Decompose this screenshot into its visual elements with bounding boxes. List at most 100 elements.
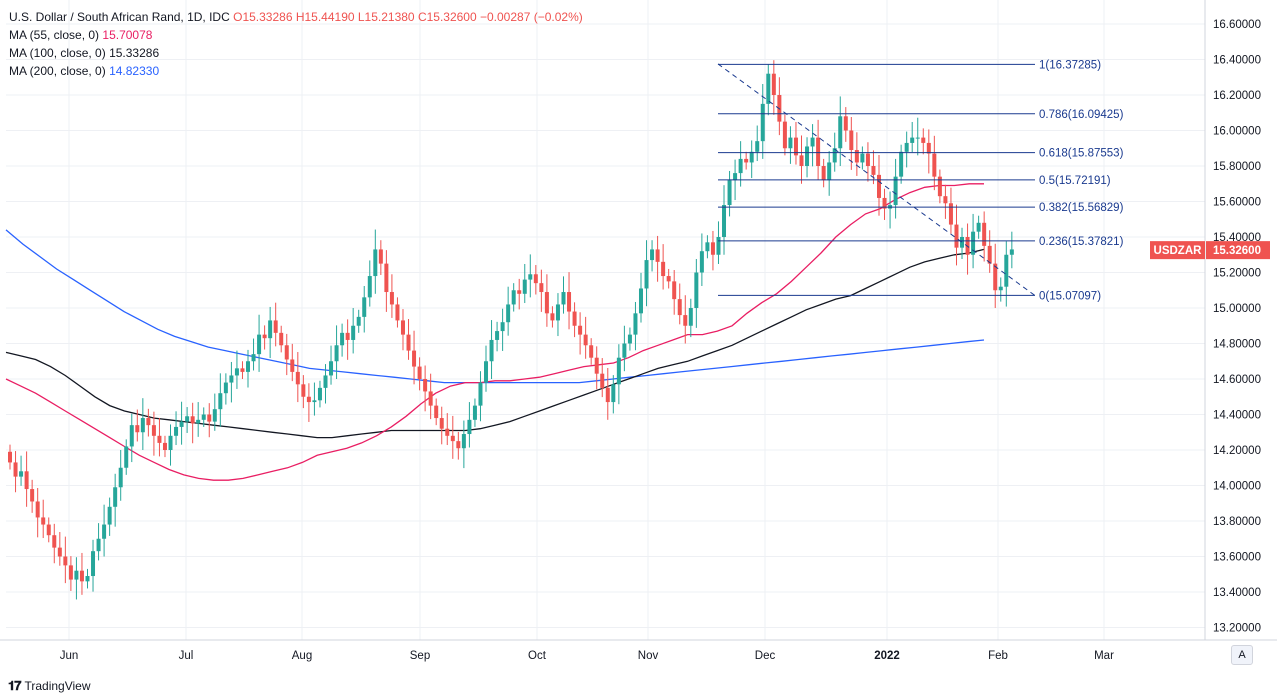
candle-body [484,361,489,383]
candle-body [600,373,605,388]
price-tag-bg [1206,241,1270,260]
candle-body [41,517,46,525]
candle-body [655,249,660,262]
ma200-row[interactable]: MA (200, close, 0) 14.82330 [9,62,583,80]
candle-body [190,416,195,424]
x-tick-label: Mar [1094,650,1114,662]
candle-body [605,387,610,403]
ma200-line [5,229,985,384]
ma55-row[interactable]: MA (55, close, 0) 15.70078 [9,26,583,44]
moving-averages [5,183,985,481]
candle-body [262,334,267,339]
candle-body [943,196,948,204]
candle-body [279,332,284,346]
candle-body [384,263,389,293]
candle-body [472,405,477,420]
price-tag-value: 15.32600 [1213,245,1261,257]
candle-body [140,418,145,433]
candle-body [650,249,655,261]
candle-body [793,137,798,156]
candle-body [638,288,643,314]
candle-body [201,414,206,420]
symbol-title: U.S. Dollar / South African Rand, 1D, ID… [9,10,230,24]
candle-body [312,400,317,403]
y-tick-label: 15.40000 [1213,232,1261,244]
candle-body [378,249,383,264]
candle-body [971,231,976,255]
candle-body [738,158,743,174]
candle-body [788,137,793,149]
candle-body [805,146,810,166]
candle-body [151,425,156,436]
y-tick-label: 14.80000 [1213,339,1261,351]
candle-body [246,361,251,372]
candle-body [627,334,632,344]
x-tick-label: Jun [60,650,79,662]
candle-body [118,467,123,488]
x-tick-label: Dec [755,650,776,662]
candle-body [517,290,522,294]
y-tick-label: 16.00000 [1213,126,1261,138]
candle-body [710,242,715,255]
candle-body [899,151,904,177]
candle-body [478,382,483,406]
candle-body [85,576,90,582]
candle-body [207,414,212,422]
candle-body [295,371,300,385]
ma200-value: 14.82330 [109,64,160,78]
candle-body [461,434,466,449]
candle-body [572,311,577,326]
y-tick-label: 16.40000 [1213,55,1261,67]
candle-body [677,299,682,316]
candle-body [284,345,289,360]
y-tick-label: 16.20000 [1213,90,1261,102]
y-tick-label: 15.60000 [1213,197,1261,209]
x-tick-label: Nov [638,650,659,662]
candle-body [317,387,322,401]
candle-body [910,137,915,143]
candle-body [644,260,649,289]
y-tick-label: 14.20000 [1213,445,1261,457]
candle-body [68,565,73,580]
y-tick-label: 15.20000 [1213,268,1261,280]
candle-body [439,418,444,429]
ma55-value: 15.70078 [102,28,153,42]
x-tick-label: Sep [410,650,430,662]
candle-body [124,446,129,468]
candle-body [727,180,732,206]
fib-level-label: 0.786(16.09425) [1039,109,1124,121]
candle-body [744,158,749,163]
candle-body [511,290,516,305]
candle-body [533,274,538,284]
candle-body [583,334,588,346]
symbol-tag-bg [1150,241,1205,260]
candle-body [434,405,439,419]
candle-body [417,366,422,379]
candle-body [661,261,666,277]
candle-body [882,197,887,209]
x-tick-label: Jul [179,650,194,662]
auto-scale-button[interactable]: A [1231,645,1253,665]
candle-body [589,345,594,358]
candle-body [129,425,134,447]
fib-level-label: 1(16.37285) [1039,59,1101,71]
ma100-row[interactable]: MA (100, close, 0) 15.33286 [9,44,583,62]
candle-body [528,274,533,280]
candle-body [893,176,898,206]
y-tick-label: 14.60000 [1213,374,1261,386]
fib-level-label: 0(15.07097) [1039,290,1101,302]
candle-body [329,361,334,376]
fibonacci-retracement: 1(16.37285) 0.786(16.09425) 0.618(15.87553… [717,59,1124,302]
y-tick-label: 16.60000 [1213,19,1261,31]
candle-body [633,313,638,335]
candle-body [113,487,118,507]
branding[interactable]: 𝟏𝟕 TradingView [8,678,91,694]
candle-body [345,332,350,340]
candle-body [174,426,179,436]
candle-body [948,203,953,225]
candle-body [733,173,738,181]
candle-body [168,435,173,450]
candle-body [722,205,727,237]
y-tick-label: 14.40000 [1213,410,1261,422]
